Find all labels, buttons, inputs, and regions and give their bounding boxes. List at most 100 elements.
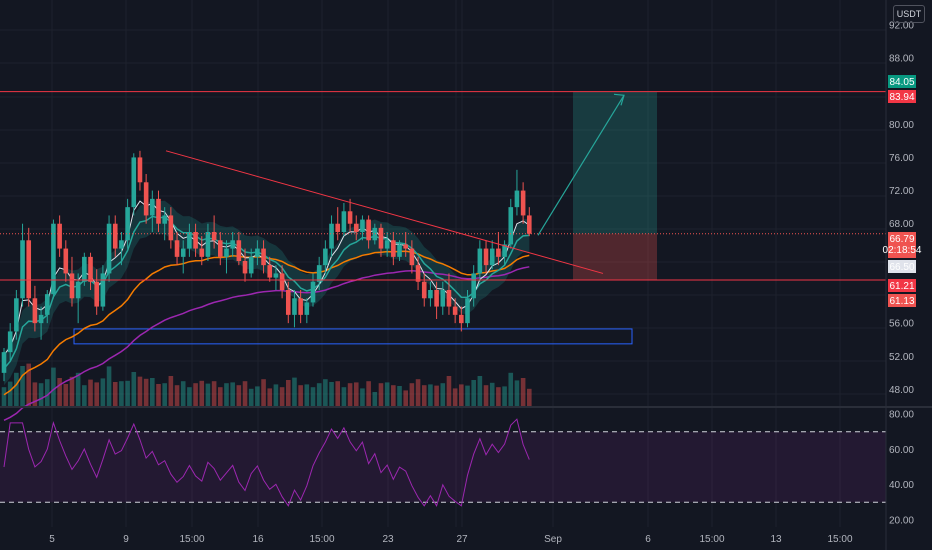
volume-bar <box>471 380 476 406</box>
volume-bar <box>310 387 316 406</box>
time-tick-label: 15:00 <box>309 534 334 545</box>
long-position-tool[interactable] <box>573 91 657 280</box>
candle-body <box>174 240 180 257</box>
rsi-band <box>0 431 886 503</box>
candle-body <box>483 248 489 266</box>
candle-body <box>502 244 507 257</box>
volume-bar <box>7 381 13 406</box>
volume-bar <box>63 384 69 406</box>
volume-bar <box>409 383 415 406</box>
candle-body <box>514 190 520 208</box>
volume-bar <box>168 376 174 406</box>
candle-body <box>51 223 56 295</box>
volume-bar <box>335 381 341 406</box>
price-tick-label: 80.00 <box>889 120 914 131</box>
rsi-axis[interactable]: 80.00 60.00 40.00 20.00 <box>889 410 914 527</box>
candle-body <box>20 240 25 299</box>
volume-bar <box>366 381 371 406</box>
target-zone[interactable] <box>573 91 657 234</box>
volume-bar <box>218 387 223 406</box>
support-zone-box[interactable] <box>73 328 633 345</box>
currency-label[interactable]: USDT <box>893 5 925 23</box>
candle-body <box>434 290 439 307</box>
volume-bar <box>174 385 180 406</box>
price-axis[interactable]: 92.00 88.00 80.00 76.00 72.00 68.00 56.00 52.00… <box>889 20 914 396</box>
candle-body <box>415 265 421 282</box>
stop-zone[interactable] <box>573 233 657 280</box>
volume-bar <box>428 384 433 406</box>
candle-body <box>428 290 433 299</box>
candle-body <box>1 352 7 373</box>
volume-bar <box>434 385 439 406</box>
candle-body <box>489 248 495 266</box>
time-tick-label: 15:00 <box>699 534 724 545</box>
candle-body <box>508 207 514 245</box>
candle-body <box>459 314 464 324</box>
candle-body <box>100 273 106 307</box>
volume-bar <box>514 380 520 406</box>
last-price-tag-text: 02:18:54 <box>883 245 922 256</box>
candle-body <box>224 248 229 257</box>
volume-bar <box>496 387 501 406</box>
volume-bar <box>360 388 365 406</box>
time-tick-label: 15:00 <box>179 534 204 545</box>
candle-body <box>397 244 402 257</box>
candle-body <box>440 290 446 307</box>
candle-body <box>409 248 415 266</box>
candle-body <box>316 265 322 282</box>
volume-bar <box>211 381 217 406</box>
candle-body <box>193 232 198 249</box>
volume-bar <box>329 382 334 406</box>
candle-body <box>156 198 161 224</box>
volume-bar <box>372 392 378 406</box>
stop-price-tag-text: 61.13 <box>889 296 914 307</box>
projection-arrow[interactable] <box>537 94 625 236</box>
candle-body <box>248 256 254 274</box>
trend-line[interactable] <box>165 150 604 274</box>
rsi-tick-label: 20.00 <box>889 515 914 526</box>
volume-bar <box>38 383 44 406</box>
volume-bar <box>446 376 452 406</box>
volume-bar <box>384 382 390 406</box>
time-tick-label: 23 <box>382 534 394 545</box>
candle-body <box>310 281 316 303</box>
volume-bar <box>440 383 446 406</box>
volume-bar <box>14 372 19 406</box>
volume-bar <box>520 378 526 406</box>
candle-body <box>353 223 359 232</box>
candle-body <box>292 298 297 315</box>
ma-price-tag-text: 66.50 <box>889 262 914 273</box>
volume-bar <box>261 379 266 406</box>
candle-body <box>211 232 217 241</box>
arrow-head <box>613 93 625 106</box>
volume-bar <box>527 388 532 406</box>
last-price-tag-text: 66.79 <box>889 234 914 245</box>
candle-body <box>119 240 124 249</box>
candle-body <box>360 219 365 232</box>
volume-bars <box>1 363 532 406</box>
volume-bar <box>397 386 402 406</box>
candle-body <box>131 157 137 208</box>
volume-bar <box>316 383 322 406</box>
target-price-tag <box>888 75 916 88</box>
volume-bar <box>32 382 38 406</box>
last-price-tag <box>888 232 916 258</box>
volume-bar <box>489 382 495 406</box>
rsi-line <box>3 418 530 508</box>
time-tick-label: 9 <box>123 534 129 545</box>
volume-bar <box>51 367 56 406</box>
candle-body <box>82 256 87 282</box>
candle-body <box>465 298 470 324</box>
volume-bar <box>353 382 359 406</box>
candle-body <box>94 281 99 307</box>
candle-body <box>162 215 167 224</box>
volume-bar <box>119 381 124 406</box>
support-price-tag <box>888 279 916 292</box>
volume-bar <box>26 363 32 406</box>
volume-bar <box>125 380 130 406</box>
candle-body <box>304 302 310 315</box>
volume-bar <box>150 378 155 406</box>
volume-bar <box>236 385 242 406</box>
